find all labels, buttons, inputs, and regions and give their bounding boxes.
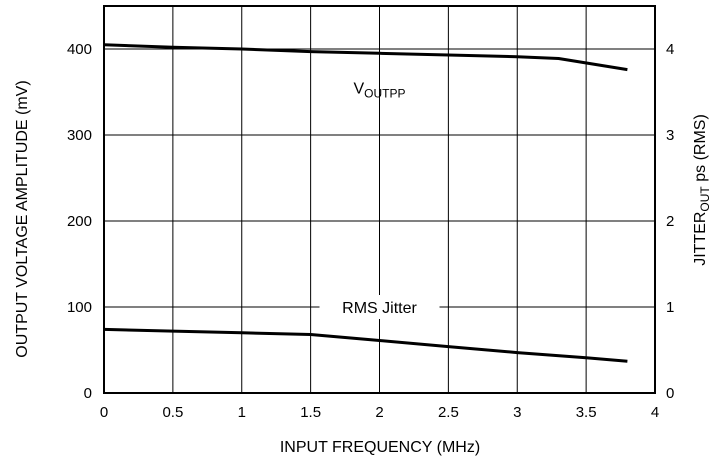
grid-lines: [103, 6, 656, 394]
y-right-tick-label: 4: [666, 41, 674, 58]
y-axis-title-right: JITTEROUT ps (RMS): [692, 114, 712, 266]
y-left-tick-label: 100: [67, 299, 92, 316]
series-lines: [103, 43, 628, 363]
x-tick-label: 2: [375, 404, 383, 421]
x-tick-label: 3.5: [576, 404, 597, 421]
series-line-1: [103, 327, 628, 363]
y-left-tick-label: 0: [84, 385, 92, 402]
y-right-tick-label: 0: [666, 385, 674, 402]
x-tick-label: 0.5: [162, 404, 183, 421]
y-right-tick-label: 3: [666, 127, 674, 144]
y-left-tick-label: 200: [67, 213, 92, 230]
y-axis-title-right-sub: OUT: [698, 186, 712, 212]
x-tick-label: 1.5: [300, 404, 321, 421]
y-axis-title-left: OUTPUT VOLTAGE AMPLITUDE (mV): [14, 80, 31, 357]
series-labels: VOUTPP RMS Jitter: [319, 81, 440, 319]
x-axis-title: INPUT FREQUENCY (MHz): [280, 439, 480, 456]
x-tick-label: 3: [513, 404, 521, 421]
y-axis-title-right-main: JITTER: [692, 212, 709, 266]
x-tick-label: 4: [651, 404, 659, 421]
series-line-0: [103, 43, 628, 72]
y-axis-title-right-tail: ps (RMS): [692, 114, 709, 186]
x-tick-label: 0: [100, 404, 108, 421]
y-right-tick-label: 1: [666, 299, 674, 316]
y-left-tick-label: 300: [67, 127, 92, 144]
x-tick-label: 1: [238, 404, 246, 421]
plot-frame: [103, 5, 656, 394]
y-right-tick-label: 2: [666, 213, 674, 230]
x-tick-label: 2.5: [438, 404, 459, 421]
series-label-0: VOUTPP: [353, 81, 405, 101]
y-left-tick-label: 400: [67, 41, 92, 58]
series-label-bg: [319, 295, 440, 319]
series-label-1: RMS Jitter: [342, 300, 417, 317]
